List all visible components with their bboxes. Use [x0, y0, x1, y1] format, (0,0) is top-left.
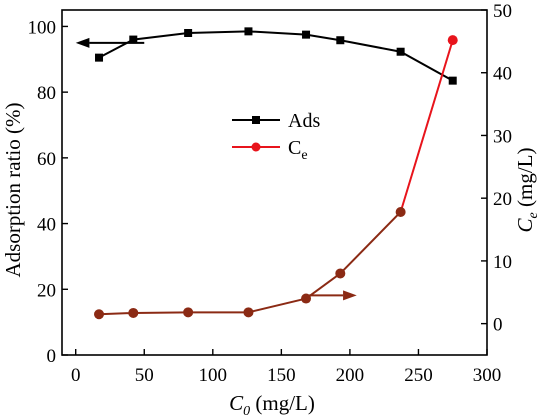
- x-tick-label: 300: [473, 365, 502, 386]
- series-segment-ce: [133, 311, 189, 314]
- series-segment-ce: [248, 297, 307, 314]
- data-point-ads: [336, 36, 345, 45]
- left-y-tick-label: 20: [37, 280, 56, 301]
- x-tick-label: 50: [135, 365, 154, 386]
- x-axis-title: C0 (mg/L): [229, 391, 315, 418]
- right-y-tick-label: 0: [493, 315, 503, 336]
- data-point-ads: [396, 47, 405, 56]
- data-point-ce: [128, 307, 139, 318]
- x-tick-label: 100: [199, 365, 228, 386]
- left-y-tick-label: 100: [28, 17, 57, 38]
- legend-ads-label: Ads: [288, 110, 320, 132]
- right-y-tick-label: 50: [493, 1, 512, 22]
- data-point-ce: [183, 307, 194, 318]
- series-segment-ce: [98, 311, 134, 316]
- series-segment-ce: [339, 211, 402, 275]
- data-point-ce: [301, 293, 312, 304]
- data-point-ads: [95, 53, 104, 62]
- data-point-ce: [395, 206, 406, 217]
- data-point-ads: [244, 27, 253, 36]
- legend-ce-marker: [251, 142, 261, 152]
- right-y-axis-title: Ce (mg/L): [513, 148, 541, 233]
- right-y-tick-label: 40: [493, 64, 512, 85]
- legend-ads-marker: [252, 116, 260, 124]
- series-line-ads: [98, 30, 454, 82]
- x-tick-label: 250: [404, 365, 433, 386]
- series-segment-ce: [399, 39, 454, 213]
- arrow-left-axis-head: [75, 37, 90, 48]
- x-tick-label: 200: [336, 365, 365, 386]
- plot-frame: [61, 9, 488, 356]
- legend-ce-label: Ce: [288, 137, 308, 163]
- right-y-tick-label: 30: [493, 126, 512, 147]
- left-y-tick-label: 80: [37, 83, 56, 104]
- right-y-tick-label: 10: [493, 252, 512, 273]
- data-point-ce: [447, 35, 458, 46]
- left-y-axis-title: Adsorption ratio (%): [1, 103, 25, 278]
- data-point-ce: [335, 268, 346, 279]
- data-point-ce: [243, 307, 254, 318]
- left-y-tick-label: 40: [37, 215, 56, 236]
- right-y-tick-label: 20: [493, 189, 512, 210]
- data-point-ads: [129, 35, 138, 44]
- data-point-ads: [448, 76, 457, 85]
- data-point-ads: [302, 30, 311, 39]
- left-y-tick-label: 60: [37, 149, 56, 170]
- x-tick-label: 150: [267, 365, 296, 386]
- legend: Ads Ce: [232, 110, 320, 163]
- x-tick-label: 0: [71, 365, 81, 386]
- left-y-tick-label: 0: [47, 346, 57, 367]
- data-point-ce: [94, 309, 105, 320]
- series-segment-ce: [305, 272, 341, 300]
- data-point-ads: [184, 29, 193, 37]
- arrow-right-axis-head: [343, 290, 357, 301]
